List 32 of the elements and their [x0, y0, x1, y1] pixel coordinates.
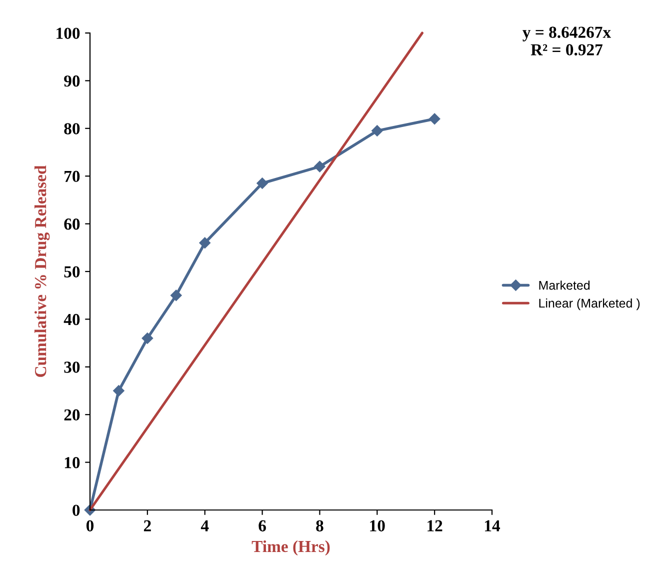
- y-tick-label: 30: [64, 362, 80, 373]
- point: [142, 332, 154, 344]
- y-tick-label: 90: [64, 75, 80, 87]
- x-tick-label: 8: [316, 520, 324, 532]
- x-tick-label: 0: [86, 520, 94, 532]
- point: [428, 113, 440, 124]
- point: [170, 290, 182, 301]
- text: y = 8.64267x R² = 0.927: [522, 26, 611, 56]
- y-tick-label: 80: [64, 123, 80, 134]
- x-tick-label: 14: [485, 520, 500, 532]
- y-tick-label: 100: [56, 28, 80, 39]
- y-tick-label: 40: [64, 314, 80, 326]
- legend-label: Marketed: [539, 280, 590, 290]
- legend-label: Linear (Marketed ): [539, 298, 640, 310]
- point: [113, 385, 124, 396]
- y-tick-label: 10: [64, 457, 80, 468]
- x-tick-label: 12: [428, 520, 442, 532]
- y-tick-label: 70: [64, 170, 80, 182]
- y-tick-label: 0: [72, 504, 80, 516]
- x-tick-label: 10: [370, 520, 385, 532]
- x-tick-label: 2: [144, 520, 151, 532]
- x-tick-label: 6: [258, 520, 266, 532]
- x-axis-title: Time (Hrs): [252, 540, 330, 556]
- point: [372, 125, 383, 136]
- point: [256, 178, 268, 189]
- x-tick-label: 4: [200, 520, 209, 532]
- y-tick-label: 20: [64, 409, 80, 421]
- y-axis-title: Cumulative % Drug Released: [34, 165, 50, 377]
- y-tick-label: 50: [64, 266, 80, 278]
- point: [199, 237, 210, 248]
- point: [314, 160, 326, 172]
- y-tick-label: 60: [64, 218, 80, 230]
